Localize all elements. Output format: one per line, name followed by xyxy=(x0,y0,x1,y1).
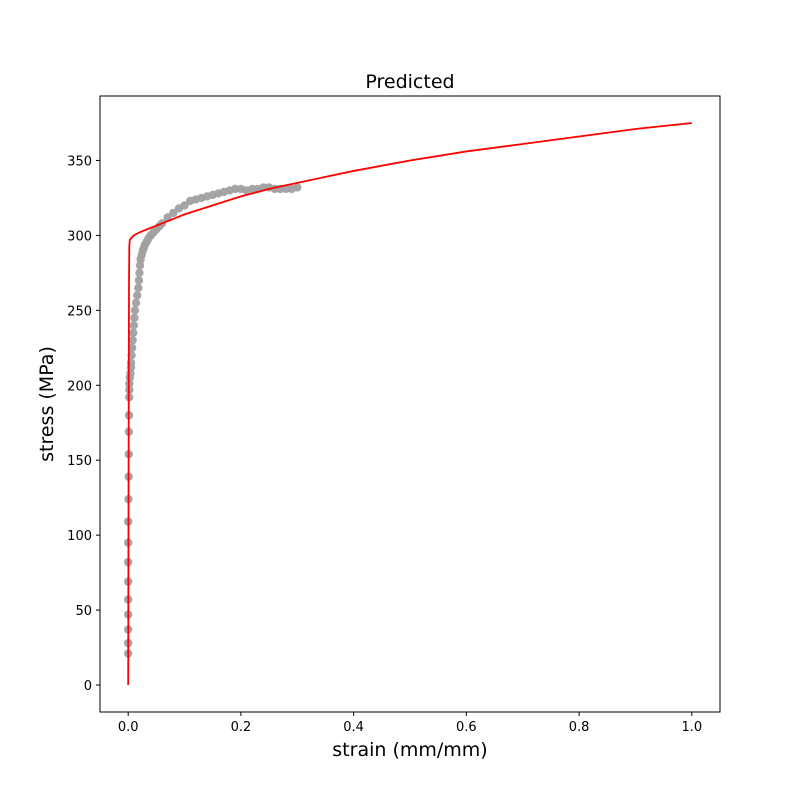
series-layer xyxy=(123,122,692,686)
data-point xyxy=(130,313,139,323)
x-axis-label: strain (mm/mm) xyxy=(332,739,487,761)
plot-area xyxy=(99,95,721,713)
y-axis-ticks: 0 50 100 150 200 250 300 350 xyxy=(67,154,100,694)
y-tick-label: 300 xyxy=(67,229,92,244)
data-point xyxy=(134,276,144,285)
data-point xyxy=(135,268,144,278)
data-point xyxy=(133,291,142,300)
data-point xyxy=(130,306,140,315)
x-axis-ticks: 0.0 0.2 0.4 0.6 0.8 1.0 xyxy=(118,712,702,735)
y-tick-label: 350 xyxy=(67,154,92,169)
data-point xyxy=(129,321,139,330)
chart-title: Predicted xyxy=(365,71,454,93)
x-tick-label: 0.0 xyxy=(118,720,139,735)
y-tick-label: 200 xyxy=(67,379,92,394)
x-tick-label: 0.8 xyxy=(569,720,590,735)
data-point xyxy=(131,298,141,308)
predicted-curve xyxy=(127,122,692,686)
y-tick-label: 150 xyxy=(67,454,92,469)
data-point xyxy=(180,201,189,210)
y-tick-label: 50 xyxy=(75,604,92,619)
y-tick-label: 100 xyxy=(67,529,92,544)
x-tick-label: 1.0 xyxy=(681,720,702,735)
y-axis-label: stress (MPa) xyxy=(36,346,58,462)
x-tick-label: 0.4 xyxy=(343,720,364,735)
data-point xyxy=(169,208,178,218)
y-tick-label: 250 xyxy=(67,304,92,319)
data-point xyxy=(134,283,143,293)
data-point xyxy=(293,183,302,192)
data-point xyxy=(128,336,137,345)
data-point xyxy=(127,343,137,352)
y-tick-label: 0 xyxy=(84,679,92,694)
x-tick-label: 0.6 xyxy=(456,720,477,735)
data-point xyxy=(129,328,138,338)
x-tick-label: 0.2 xyxy=(231,720,252,735)
